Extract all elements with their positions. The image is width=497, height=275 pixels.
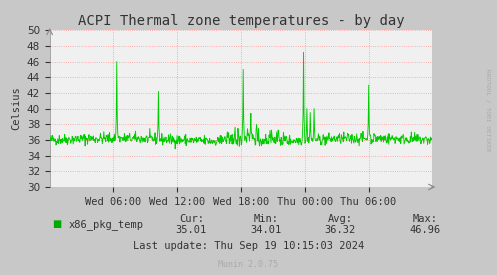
Text: Cur:: Cur: (179, 214, 204, 224)
Text: x86_pkg_temp: x86_pkg_temp (69, 219, 144, 230)
Text: 46.96: 46.96 (410, 225, 440, 235)
Text: Min:: Min: (253, 214, 278, 224)
Title: ACPI Thermal zone temperatures - by day: ACPI Thermal zone temperatures - by day (78, 14, 405, 28)
Text: Munin 2.0.75: Munin 2.0.75 (219, 260, 278, 269)
Text: 35.01: 35.01 (176, 225, 207, 235)
Text: 36.32: 36.32 (325, 225, 356, 235)
Text: Max:: Max: (413, 214, 437, 224)
Y-axis label: Celsius: Celsius (11, 87, 21, 131)
Text: Avg:: Avg: (328, 214, 353, 224)
Text: Last update: Thu Sep 19 10:15:03 2024: Last update: Thu Sep 19 10:15:03 2024 (133, 241, 364, 251)
Text: RRDTOOL / TOBI OETIKER: RRDTOOL / TOBI OETIKER (486, 69, 491, 151)
Text: 34.01: 34.01 (250, 225, 281, 235)
Text: ■: ■ (52, 219, 62, 229)
